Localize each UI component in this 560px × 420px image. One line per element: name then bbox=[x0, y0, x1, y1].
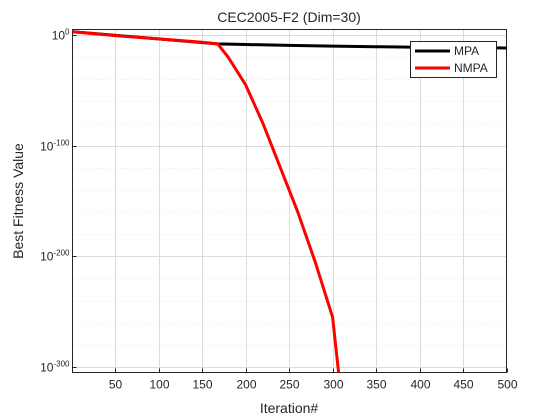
x-tick-label: 250 bbox=[279, 378, 299, 392]
x-tick-label: 100 bbox=[149, 378, 169, 392]
x-tick-label: 350 bbox=[366, 378, 386, 392]
legend: MPA NMPA bbox=[410, 41, 497, 78]
grid bbox=[72, 29, 507, 373]
tick-labels: 100 10-100 10-200 10-300 50 100 150 200 250 300 35… bbox=[40, 28, 518, 392]
legend-box bbox=[410, 41, 497, 78]
y-axis-label: Best Fitness Value bbox=[10, 143, 26, 259]
series-line-nmpa bbox=[72, 30, 341, 373]
x-axis-label: Iteration# bbox=[260, 400, 319, 416]
x-tick-label: 450 bbox=[453, 378, 473, 392]
y-tick-label: 10-100 bbox=[40, 139, 70, 154]
x-tick-label: 500 bbox=[497, 378, 517, 392]
x-tick-label: 50 bbox=[109, 378, 123, 392]
legend-label-nmpa: NMPA bbox=[454, 61, 488, 75]
y-tick-label: 10-200 bbox=[40, 249, 70, 264]
chart-title: CEC2005-F2 (Dim=30) bbox=[217, 9, 361, 25]
x-tick-label: 400 bbox=[410, 378, 430, 392]
x-tick-label: 300 bbox=[323, 378, 343, 392]
x-tick-label: 200 bbox=[236, 378, 256, 392]
y-tick-label: 100 bbox=[52, 28, 70, 43]
legend-label-mpa: MPA bbox=[454, 44, 479, 58]
y-tick-label: 10-300 bbox=[40, 360, 70, 375]
x-tick-label: 150 bbox=[192, 378, 212, 392]
